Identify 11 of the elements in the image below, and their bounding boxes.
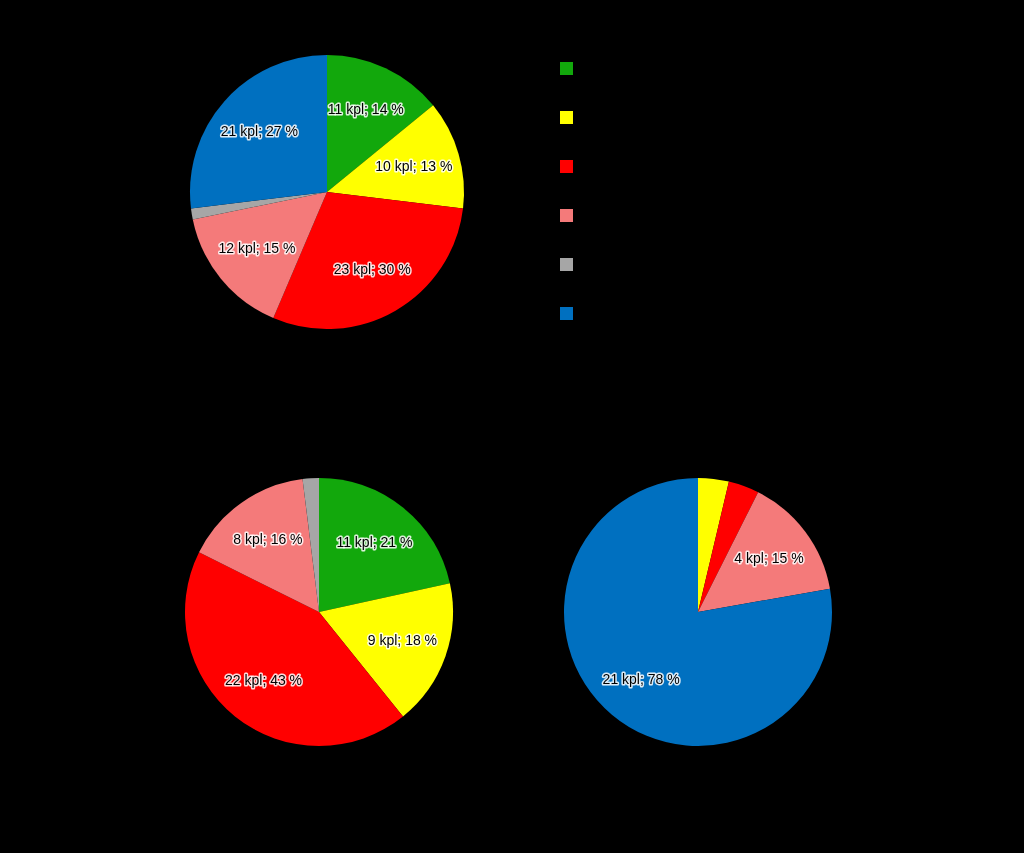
data-label: 12 kpl; 15 % (218, 240, 296, 257)
data-label: 9 kpl; 18 % (367, 632, 438, 649)
data-label: 21 kpl; 78 % (602, 670, 680, 687)
data-label: 11 kpl; 14 % (327, 101, 404, 118)
data-label: 22 kpl; 43 % (225, 671, 303, 688)
data-label: 8 kpl; 16 % (233, 530, 303, 547)
data-label: 4 kpl; 15 % (734, 550, 804, 567)
data-label: 10 kpl; 13 % (375, 157, 453, 174)
data-label: 11 kpl; 21 % (336, 533, 413, 550)
data-label: 23 kpl; 30 % (333, 261, 411, 278)
data-label: 21 kpl; 27 % (220, 122, 298, 139)
